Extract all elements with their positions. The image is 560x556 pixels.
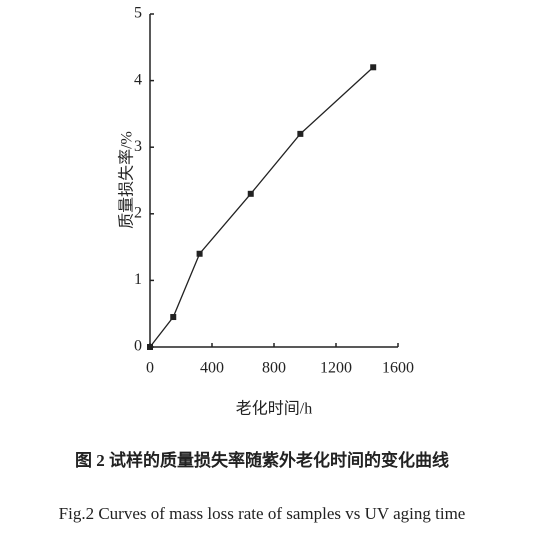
x-tick-label: 1600 [382, 360, 414, 377]
point [196, 250, 203, 257]
caption-en: Fig.2 Curves of mass loss rate of sample… [59, 504, 466, 523]
x-tick-label: 400 [200, 360, 224, 377]
y-tick-label: 2 [134, 204, 142, 221]
x-tick-label: 1200 [320, 360, 352, 377]
x-tick-label: 800 [262, 360, 286, 377]
y-tick-label: 3 [134, 138, 142, 155]
point [370, 64, 377, 71]
y-tick-label: 0 [134, 338, 142, 355]
x-tick-label: 0 [146, 360, 154, 377]
point [297, 130, 304, 137]
point [170, 314, 177, 321]
point [247, 190, 254, 197]
y-tick-label: 5 [134, 5, 142, 22]
point [147, 344, 153, 350]
x-axis-label: 老化时间/h [236, 400, 312, 418]
y-axis-label: 质量损失率/% [118, 131, 136, 229]
y-tick-label: 4 [134, 71, 142, 88]
y-tick-label: 1 [134, 271, 142, 288]
caption: 图 2 试样的质量损失率随紫外老化时间的变化曲线 [75, 450, 449, 470]
series-line [149, 66, 374, 348]
